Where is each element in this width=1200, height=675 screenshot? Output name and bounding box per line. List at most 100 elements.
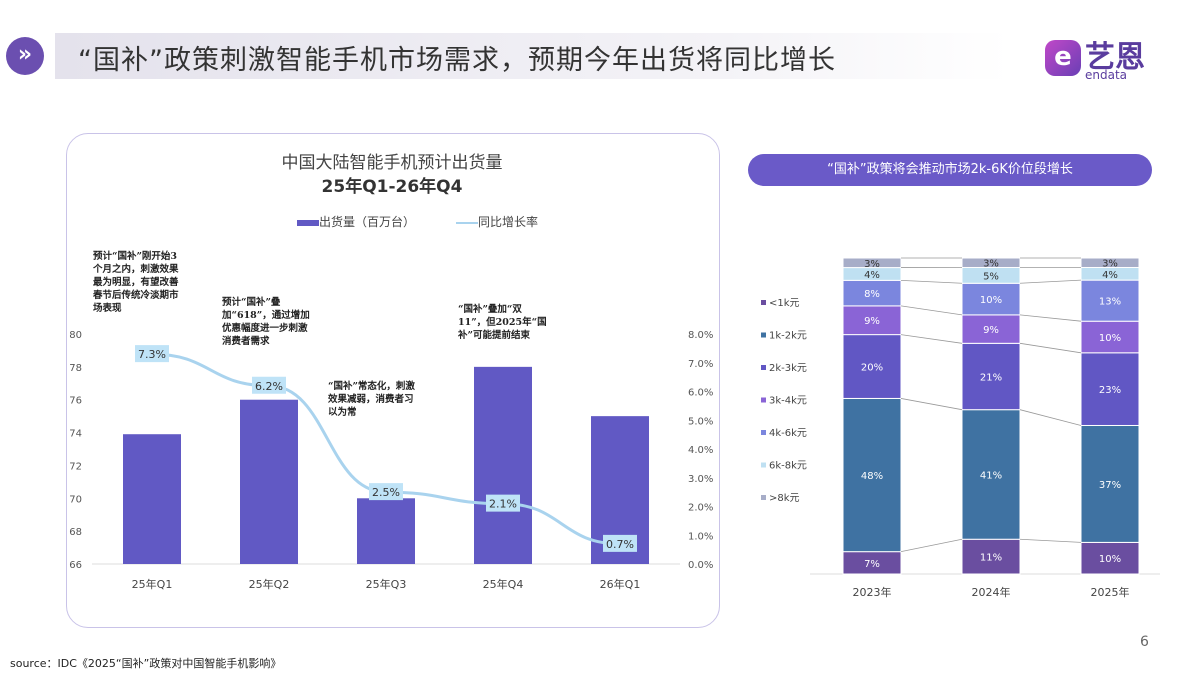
segment-label: 9%: [864, 316, 880, 327]
legend-label: 6k-8k元: [769, 461, 807, 472]
x-tick-label: 2025年: [1091, 585, 1130, 599]
segment-label: 3%: [864, 259, 880, 270]
y-tick-label: 80: [69, 330, 82, 341]
y2-tick-label: 2.0%: [688, 503, 713, 514]
segment-label: 11%: [980, 553, 1002, 564]
y2-tick-label: 8.0%: [688, 330, 713, 341]
segment-label: 3%: [1102, 259, 1118, 270]
stacked-segment: [842, 279, 902, 307]
annotation-q3: “国补”常态化，刺激效果减弱，消费者习以为常: [328, 381, 415, 418]
segment-label: 10%: [980, 295, 1002, 306]
data-label: 7.3%: [138, 348, 166, 361]
annotation-q2: 预计“国补”叠加“618”，通过增加优惠幅度进一步刺激消费者需求: [222, 297, 310, 347]
stacked-segment: [842, 334, 902, 399]
stacked-segment: [961, 342, 1021, 411]
data-label-bg: [486, 494, 520, 512]
x-tick-label: 2024年: [972, 585, 1011, 599]
stacked-segment: [961, 538, 1021, 575]
header-bar: [55, 33, 1010, 79]
bar: [474, 366, 532, 564]
y-tick-label: 72: [69, 461, 82, 472]
data-label: 6.2%: [255, 380, 283, 393]
y-tick-label: 68: [69, 527, 82, 538]
connector-line: [900, 334, 963, 344]
x-tick-label: 25年Q4: [483, 577, 524, 591]
legend-label: <1k元: [769, 298, 800, 309]
chart-subtitle: 25年Q1-26年Q4: [321, 177, 463, 197]
stacked-segment: [1080, 279, 1140, 322]
stacked-segment: [1080, 320, 1140, 354]
connector-line: [1019, 279, 1082, 284]
segment-label: 48%: [861, 471, 883, 482]
stacked-segment: [1080, 352, 1140, 426]
y2-tick-label: 5.0%: [688, 416, 713, 427]
double-chevron-right-icon: »: [6, 37, 44, 75]
y2-tick-label: 0.0%: [688, 560, 713, 571]
y-tick-label: 70: [69, 494, 82, 505]
legend-bar-swatch: [297, 219, 319, 226]
segment-label: 3%: [983, 259, 999, 270]
connector-line: [1019, 538, 1082, 543]
stacked-segment: [961, 282, 1021, 316]
segment-label: 10%: [1099, 554, 1121, 565]
logo-mark: e: [1045, 40, 1081, 76]
stacked-segment: [961, 257, 1021, 268]
x-tick-label: 25年Q1: [132, 577, 173, 591]
legend-swatch: [761, 495, 766, 500]
bar: [357, 498, 415, 564]
y-tick-label: 66: [69, 560, 82, 571]
bar: [240, 399, 298, 564]
data-label: 2.5%: [372, 486, 400, 499]
x-tick-label: 26年Q1: [600, 577, 641, 591]
connector-line: [900, 538, 963, 553]
page-number: 6: [1140, 634, 1149, 650]
data-label-bg: [369, 483, 403, 501]
data-label-bg: [603, 534, 637, 552]
y2-tick-label: 3.0%: [688, 474, 713, 485]
logo-en: endata: [1085, 68, 1128, 82]
y2-tick-label: 4.0%: [688, 445, 713, 456]
legend-swatch: [761, 332, 766, 338]
segment-label: 5%: [983, 271, 999, 282]
data-label-bg: [135, 345, 169, 363]
data-label: 2.1%: [489, 498, 517, 511]
segment-label: 9%: [983, 325, 999, 336]
stacked-segment: [1080, 424, 1140, 543]
page-title: “国补”政策刺激智能手机市场需求，预期今年出货将同比增长: [78, 45, 836, 76]
connector-line: [1019, 409, 1082, 426]
legend-label: 4k-6k元: [769, 428, 807, 439]
x-tick-label: 2023年: [853, 585, 892, 599]
data-label-bg: [252, 376, 286, 394]
connector-line: [1019, 342, 1082, 354]
y-tick-label: 74: [69, 429, 82, 440]
legend-line-swatch: [456, 221, 478, 224]
legend-label: >8k元: [769, 493, 800, 504]
stacked-segment: [961, 314, 1021, 344]
segment-label: 10%: [1099, 333, 1121, 344]
chart-title: 中国大陆智能手机预计出货量: [281, 153, 503, 173]
right-chart-title: “国补”政策将会推动市场2k-6K价位段增长: [748, 154, 1152, 186]
connector-line: [900, 279, 963, 284]
legend-swatch: [761, 430, 766, 435]
segment-label: 13%: [1099, 297, 1121, 308]
segment-label: 21%: [980, 373, 1002, 384]
x-tick-label: 25年Q2: [249, 577, 290, 591]
x-tick-label: 25年Q3: [366, 577, 407, 591]
legend-swatch: [761, 397, 766, 403]
logo-cn: 艺恩: [1085, 40, 1145, 75]
left-chart-panel: [66, 133, 720, 628]
legend-swatch: [761, 300, 766, 305]
source-note: source：IDC《2025“国补”政策对中国智能手机影响》: [10, 657, 282, 670]
annotation-q4: “国补”叠加“双11”，但2025年“国补”可能提前结束: [458, 304, 547, 341]
segment-label: 37%: [1099, 480, 1121, 491]
connector-line: [900, 305, 963, 316]
segment-label: 41%: [980, 470, 1002, 481]
legend-bar-label: 出货量（百万台）: [319, 215, 416, 229]
y-tick-label: 78: [69, 363, 82, 374]
segment-label: 7%: [864, 559, 880, 570]
segment-label: 23%: [1099, 385, 1121, 396]
segment-label: 4%: [864, 270, 880, 281]
legend-label: 3k-4k元: [769, 396, 807, 407]
